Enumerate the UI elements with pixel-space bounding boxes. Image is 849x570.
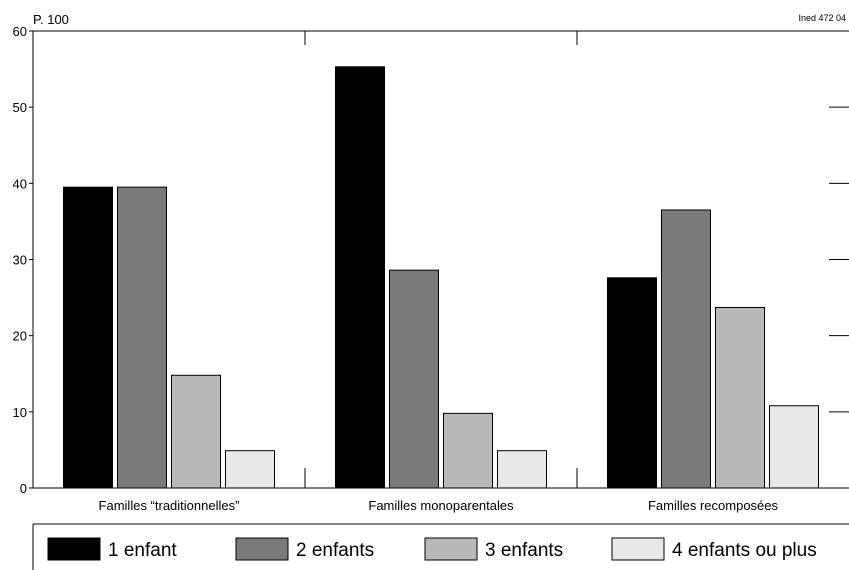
bar [497,450,547,489]
bar [715,306,765,489]
bar [225,450,275,489]
legend-label: 4 enfants ou plus [672,540,817,561]
y-tick-label: 40 [13,176,27,191]
legend-label: 2 enfants [296,540,374,561]
source-label: Ined 472 04 [798,13,846,23]
legend-swatch [611,537,665,561]
y-tick-label: 20 [13,329,27,344]
bar [335,66,385,489]
legend-swatch [47,537,101,561]
y-tick-label: 30 [13,253,27,268]
bar [661,209,711,489]
bar [607,277,657,489]
x-category-label: Familles “traditionnelles” [99,498,240,513]
bar [117,186,167,489]
y-tick-label: 50 [13,100,27,115]
bar [63,186,113,489]
x-category-label: Familles monoparentales [368,498,514,513]
y-tick-label: 60 [13,24,27,39]
y-tick-label: 0 [20,481,27,496]
x-category-label: Familles recomposées [648,498,779,513]
bar [171,374,221,489]
legend-swatch [424,537,478,561]
legend-label: 1 enfant [108,540,177,561]
bar [769,405,819,489]
bar [443,412,493,489]
legend-label: 3 enfants [485,540,563,561]
y-unit-label: P. 100 [33,12,69,27]
bar [389,269,439,489]
legend-swatch [235,537,289,561]
y-tick-label: 10 [13,405,27,420]
